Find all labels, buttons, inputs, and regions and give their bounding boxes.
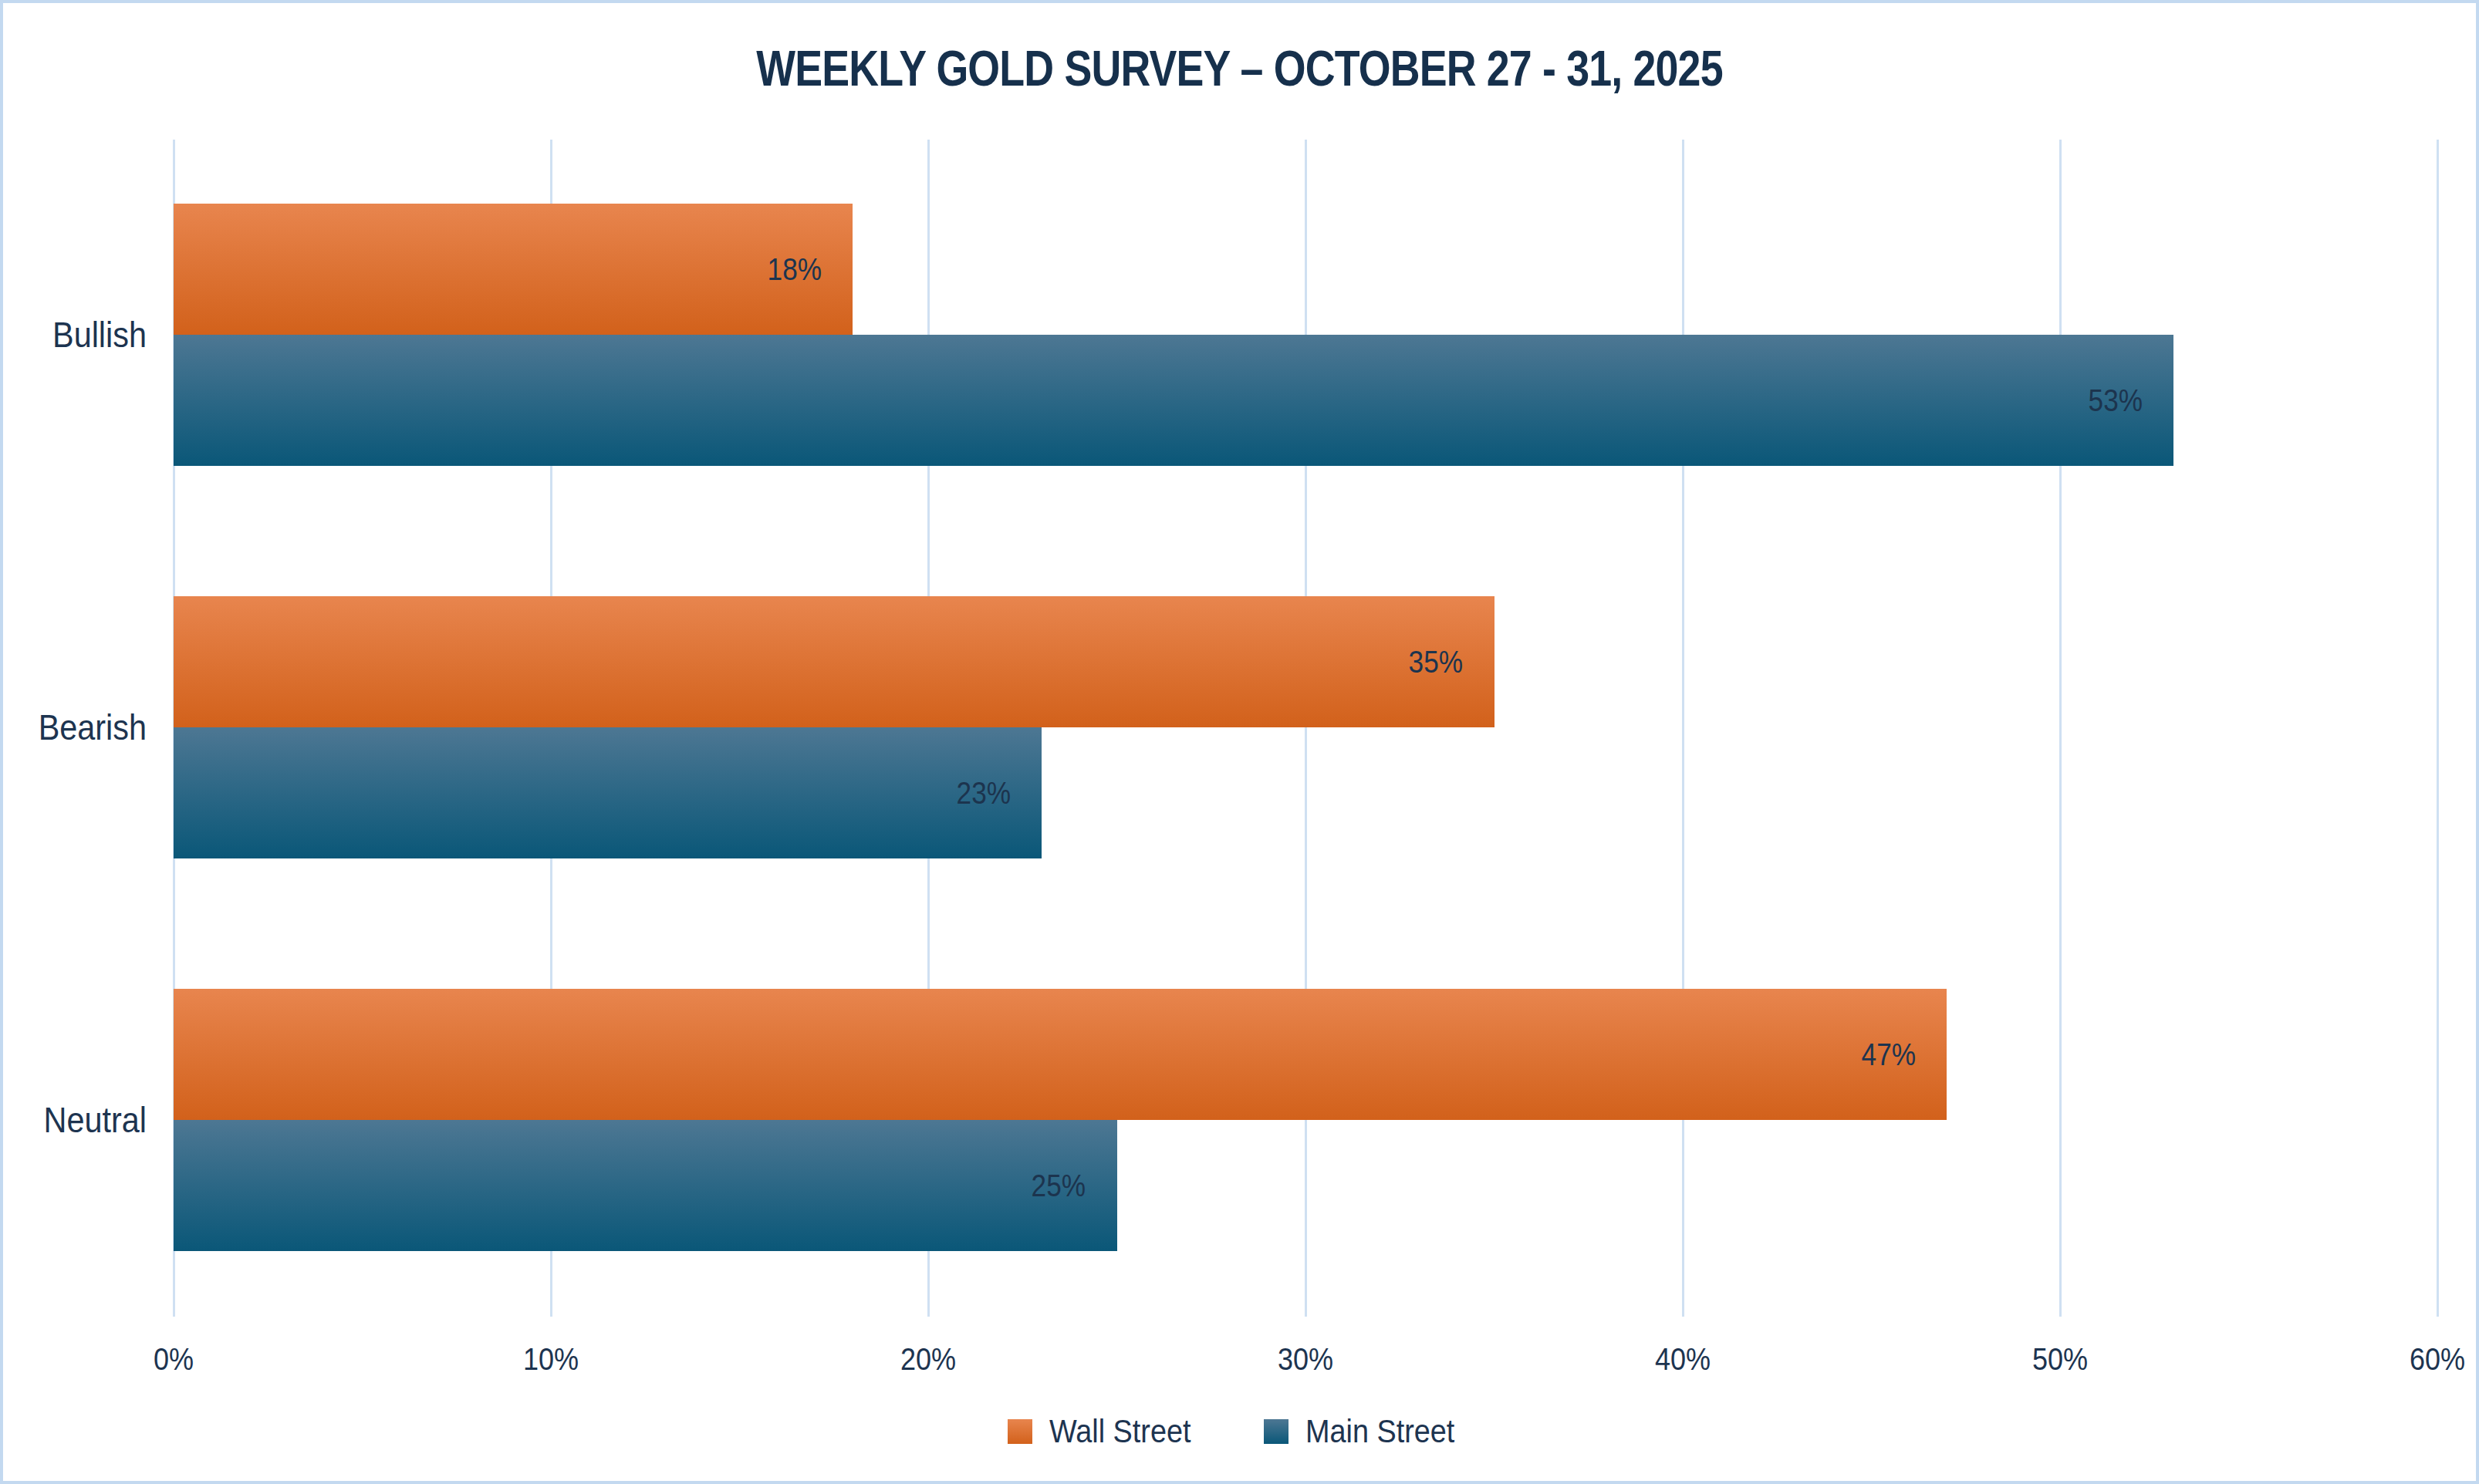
bar-wall-street-bullish: 18%	[174, 204, 853, 335]
legend-label: Wall Street	[1049, 1413, 1191, 1450]
x-tick-label-30: 30%	[1257, 1342, 1354, 1377]
bar-value-label: 23%	[956, 776, 1010, 811]
bar-value-label: 47%	[1862, 1037, 1916, 1072]
plot-area: 18% 53% 35% 23% 47% 25%	[174, 140, 2437, 1317]
x-tick-label-50: 50%	[2011, 1342, 2109, 1377]
x-tick-label-20: 20%	[880, 1342, 977, 1377]
bar-value-label: 18%	[768, 252, 822, 287]
legend-item-wall-street: Wall Street	[1008, 1413, 1207, 1450]
x-tick-label-0: 0%	[125, 1342, 222, 1377]
bar-value-label: 25%	[1032, 1169, 1086, 1203]
category-label-bullish: Bullish	[27, 312, 147, 358]
chart-frame: WEEKLY GOLD SURVEY – OCTOBER 27 - 31, 20…	[0, 0, 2479, 1484]
bar-main-street-bearish: 23%	[174, 727, 1042, 858]
bar-wall-street-neutral: 47%	[174, 989, 1947, 1120]
category-label-bearish: Bearish	[27, 704, 147, 750]
bar-main-street-bullish: 53%	[174, 335, 2173, 466]
bar-main-street-neutral: 25%	[174, 1120, 1117, 1251]
bar-wall-street-bearish: 35%	[174, 596, 1494, 727]
chart-title: WEEKLY GOLD SURVEY – OCTOBER 27 - 31, 20…	[201, 40, 2278, 97]
category-label-neutral: Neutral	[27, 1097, 147, 1143]
x-tick-label-10: 10%	[502, 1342, 599, 1377]
legend-item-main-street: Main Street	[1264, 1413, 1471, 1450]
gridline-40	[1682, 140, 1684, 1317]
legend-swatch-icon-main-street	[1264, 1419, 1288, 1444]
bar-value-label: 53%	[2088, 383, 2142, 418]
gridline-60	[2437, 140, 2439, 1317]
legend-swatch-icon-wall-street	[1008, 1419, 1032, 1444]
bar-value-label: 35%	[1409, 645, 1463, 680]
gridline-50	[2059, 140, 2062, 1317]
legend-label: Main Street	[1305, 1413, 1454, 1450]
legend: Wall Street Main Street	[3, 1413, 2476, 1450]
gridline-30	[1305, 140, 1307, 1317]
x-tick-label-60: 60%	[2389, 1342, 2479, 1377]
x-tick-label-40: 40%	[1634, 1342, 1731, 1377]
